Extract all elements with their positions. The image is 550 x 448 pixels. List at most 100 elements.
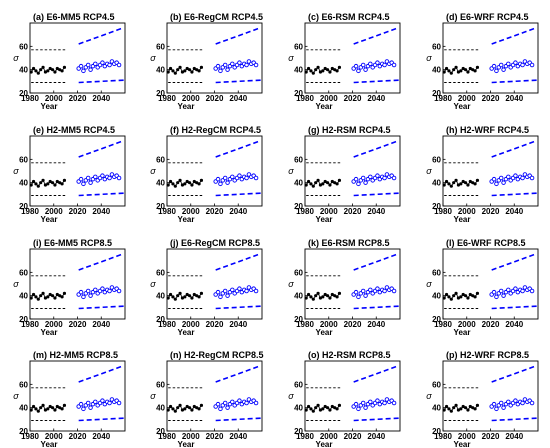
historical-point xyxy=(171,182,175,186)
y-axis-label: σ xyxy=(426,166,432,176)
historical-point xyxy=(166,183,170,187)
y-tick-label: 20 xyxy=(294,315,303,324)
y-axis-label: σ xyxy=(13,166,19,176)
future-point xyxy=(244,288,249,294)
y-tick-label: 40 xyxy=(432,179,441,188)
future-lower-trend xyxy=(78,417,124,422)
x-tick-label: 2020 xyxy=(482,207,500,216)
y-tick-label: 60 xyxy=(432,42,441,51)
historical-point xyxy=(60,407,64,411)
y-tick-label: 20 xyxy=(294,89,303,98)
x-tick-label: 2020 xyxy=(344,320,362,329)
historical-point xyxy=(176,68,180,72)
historical-point xyxy=(333,406,337,410)
future-point xyxy=(215,176,221,182)
future-point xyxy=(116,175,122,181)
y-tick-label: 40 xyxy=(156,404,165,413)
future-point xyxy=(225,67,230,72)
y-tick-label: 20 xyxy=(432,427,441,436)
historical-point xyxy=(34,182,38,186)
future-lower-trend xyxy=(353,305,399,310)
x-tick-label: 2040 xyxy=(92,207,110,216)
historical-point xyxy=(43,408,48,412)
y-tick-label: 60 xyxy=(294,268,303,277)
historical-point xyxy=(187,294,192,298)
historical-point xyxy=(452,68,456,72)
future-point xyxy=(107,62,112,68)
historical-point xyxy=(335,407,339,411)
future-point xyxy=(498,400,504,406)
y-tick-label: 40 xyxy=(294,404,303,413)
historical-point xyxy=(475,291,480,295)
historical-point xyxy=(459,407,463,411)
historical-point xyxy=(50,181,55,185)
future-lower-trend xyxy=(215,79,261,84)
historical-point xyxy=(185,292,189,297)
future-point xyxy=(382,62,387,68)
historical-point xyxy=(197,182,201,186)
y-tick-label: 40 xyxy=(294,66,303,75)
historical-point xyxy=(337,291,342,295)
historical-point xyxy=(197,295,201,299)
historical-point xyxy=(337,403,342,407)
future-point xyxy=(353,176,359,182)
future-point xyxy=(363,293,368,298)
y-tick-label: 60 xyxy=(432,155,441,164)
axes-frame xyxy=(29,22,126,94)
x-tick-label: 2000 xyxy=(45,94,63,103)
future-point xyxy=(230,399,235,405)
historical-point xyxy=(330,179,334,184)
historical-point xyxy=(55,404,59,409)
x-tick-label: 2040 xyxy=(367,432,385,441)
historical-point xyxy=(335,295,339,299)
y-tick-label: 20 xyxy=(432,315,441,324)
historical-point xyxy=(444,404,449,409)
future-point xyxy=(230,61,235,67)
x-tick-label: 1980 xyxy=(434,207,452,216)
y-tick-label: 60 xyxy=(294,42,303,51)
historical-point xyxy=(171,295,175,299)
historical-point xyxy=(31,179,36,184)
x-tick-label: 2000 xyxy=(182,432,200,441)
future-point xyxy=(225,405,230,410)
historical-point xyxy=(190,296,194,300)
axes-frame xyxy=(442,360,539,432)
historical-point xyxy=(459,295,463,299)
historical-point xyxy=(180,296,185,300)
future-point xyxy=(391,62,397,68)
historical-point xyxy=(53,183,57,187)
future-point xyxy=(253,288,259,294)
x-tick-label: 2000 xyxy=(458,320,476,329)
historical-point xyxy=(321,295,325,299)
future-point xyxy=(93,61,98,67)
historical-point xyxy=(304,183,308,187)
historical-point xyxy=(471,294,475,298)
y-tick-label: 20 xyxy=(156,202,165,211)
future-point xyxy=(81,68,86,74)
future-point xyxy=(529,400,535,406)
historical-point xyxy=(311,297,315,301)
x-axis-label: Year xyxy=(41,215,58,224)
future-lower-trend xyxy=(491,417,537,422)
historical-point xyxy=(48,404,52,409)
future-lower-trend xyxy=(491,305,537,310)
future-point xyxy=(93,399,98,405)
x-tick-label: 2040 xyxy=(92,432,110,441)
historical-point xyxy=(50,294,55,298)
x-tick-label: 2020 xyxy=(482,94,500,103)
historical-point xyxy=(473,407,477,411)
x-tick-label: 1980 xyxy=(296,432,314,441)
future-upper-trend xyxy=(491,364,538,383)
historical-point xyxy=(29,296,33,300)
historical-point xyxy=(168,66,173,71)
historical-point xyxy=(187,406,192,410)
future-point xyxy=(491,289,497,295)
y-tick-label: 20 xyxy=(19,89,28,98)
historical-point xyxy=(471,181,475,185)
future-point xyxy=(506,287,511,293)
future-point xyxy=(107,175,112,181)
x-tick-label: 1980 xyxy=(21,432,39,441)
